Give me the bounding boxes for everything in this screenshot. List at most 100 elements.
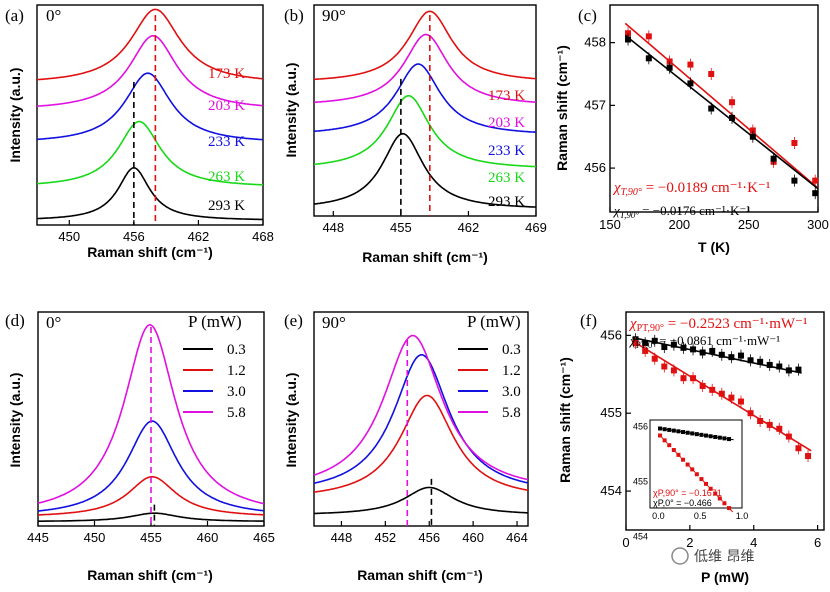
panel-e-xlabel: Raman shift (cm⁻¹) <box>357 567 483 583</box>
x-tick-label: 200 <box>668 217 690 232</box>
data-point <box>687 61 694 68</box>
watermark-text: 低维 昂维 <box>694 549 754 565</box>
data-point <box>737 398 744 405</box>
y-tick-label: 457 <box>584 97 606 112</box>
data-point <box>690 346 697 353</box>
data-point <box>661 363 668 370</box>
temperature-label: 263 K <box>488 170 525 186</box>
panel-c-frame <box>609 4 819 213</box>
legend-label: 5.8 <box>502 405 521 421</box>
data-point <box>757 418 764 424</box>
data-point <box>642 347 649 354</box>
data-point <box>666 58 673 65</box>
data-point <box>625 30 632 37</box>
panel-c-fit-annotation-red: χT,90° = −0.0189 cm⁻¹·K⁻¹ <box>612 180 770 198</box>
temperature-label: 263 K <box>208 169 245 185</box>
data-point <box>670 341 677 348</box>
panel-e-frame <box>313 311 529 527</box>
panel-b-ylabel: Intensity (a.u.) <box>283 63 299 158</box>
spectrum-203K <box>36 34 264 107</box>
spectrum-0.3 <box>38 512 264 522</box>
panel-a-angle: 0° <box>46 6 61 25</box>
data-point <box>812 177 819 184</box>
spectrum-1.2 <box>38 476 264 516</box>
legend-label: 1.2 <box>502 363 521 379</box>
inset-data-point <box>676 452 681 457</box>
x-tick-label: 456 <box>123 229 145 244</box>
data-point <box>795 445 802 452</box>
spectrum-5.8 <box>37 323 265 505</box>
x-tick-label: 445 <box>27 530 49 545</box>
legend-label: 1.2 <box>227 363 246 379</box>
x-tick-label: 150 <box>599 217 621 232</box>
panel-c-plot-area: 150 200 250 300 456 457 458 <box>584 22 829 232</box>
data-point <box>766 361 773 368</box>
panel-e-legend-title: P (mW) <box>467 312 521 331</box>
inset-x-tick-label: 0.0 <box>652 511 665 521</box>
inset-fit-line <box>658 427 734 441</box>
data-point <box>795 366 802 373</box>
panel-f-ylabel: Raman shift (cm⁻¹) <box>557 357 573 483</box>
panel-e-label: (e) <box>284 311 303 330</box>
panel-d-label: (d) <box>5 311 25 330</box>
x-tick-label: 455 <box>390 220 412 235</box>
y-tick-label: 456 <box>584 160 606 175</box>
inset-fit-line <box>658 433 734 514</box>
inset-y-tick-label: 456 <box>633 422 648 432</box>
data-point <box>651 337 658 344</box>
data-point <box>661 344 668 351</box>
fit-line <box>632 336 802 374</box>
panel-e-ylabel: Intensity (a.u.) <box>283 373 299 468</box>
y-tick-label: 458 <box>584 35 606 50</box>
panel-f-fit-annotation-black: χPT,0° = −0.0861 cm⁻¹·mW⁻¹ <box>628 333 780 350</box>
spectrum-1.2 <box>313 394 529 493</box>
data-point <box>718 390 725 397</box>
panel-d-ylabel: Intensity (a.u.) <box>7 373 23 468</box>
data-point <box>757 358 764 365</box>
x-tick-label: 460 <box>462 530 484 545</box>
panel-b: 448 455 462 469 173 K 203 K 233 K 263 K 293 K (b… <box>283 4 547 265</box>
panel-f-frame <box>625 311 825 531</box>
inset-annotation-red: χP,90° = −0.1671 <box>653 488 722 498</box>
spectrum-293K <box>313 132 537 208</box>
spectrum-0.3 <box>313 486 528 515</box>
spectrum-173K <box>37 8 264 81</box>
panel-f-plot-area: 0 2 4 6 454 455 456 <box>600 327 821 550</box>
x-tick-label: 250 <box>738 217 760 232</box>
panel-f-xlabel: P (mW) <box>701 569 749 585</box>
data-point <box>699 349 706 356</box>
temperature-label: 173 K <box>488 88 525 104</box>
x-tick-label: 450 <box>58 229 80 244</box>
data-point <box>718 351 725 358</box>
spectrum-263K <box>313 94 536 168</box>
panel-a-plot-area: 450 456 462 468 173 K 203 K 233 K 263 K 293 K <box>36 8 274 244</box>
panel-c-xlabel: T (K) <box>698 239 730 255</box>
data-point <box>645 33 652 40</box>
panel-c-fit-annotation-black: χT,90° = −0.0176 cm⁻¹·K⁻¹ <box>612 203 750 220</box>
watermark-logo-icon <box>671 547 689 565</box>
y-tick-label: 456 <box>600 327 622 342</box>
panel-d-legend: 0.3 1.2 3.0 5.8 <box>183 342 246 421</box>
spectrum-293K <box>36 166 263 221</box>
spectrum-233K <box>313 63 536 133</box>
data-point <box>805 453 812 460</box>
watermark: 低维 昂维 <box>671 547 754 565</box>
fit-line <box>624 34 819 190</box>
data-point <box>747 357 754 364</box>
data-point <box>651 355 658 362</box>
data-point <box>749 127 756 134</box>
x-tick-label: 456 <box>418 530 440 545</box>
x-tick-label: 462 <box>188 229 210 244</box>
data-point <box>666 64 673 71</box>
inset-x-tick-label: 1.0 <box>736 511 749 521</box>
data-point <box>776 363 783 370</box>
data-point <box>737 352 744 359</box>
x-tick-label: 0 <box>622 535 629 550</box>
x-tick-label: 448 <box>322 220 344 235</box>
panel-b-frame <box>313 4 537 217</box>
panel-a-label: (a) <box>5 6 24 25</box>
data-point <box>680 375 687 382</box>
x-tick-label: 465 <box>253 530 275 545</box>
spectrum-203K <box>314 33 537 104</box>
